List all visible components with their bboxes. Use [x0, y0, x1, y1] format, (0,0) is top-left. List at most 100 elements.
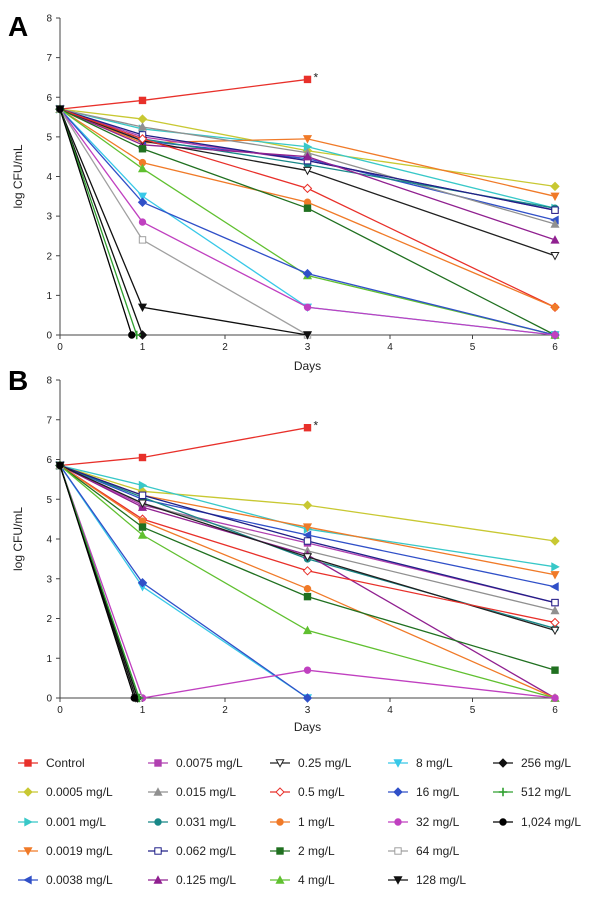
data-point [302, 268, 313, 279]
legend-item: 1 mg/L [270, 815, 335, 829]
y-tick-label: 4 [46, 172, 52, 183]
legend-item: 0.015 mg/L [148, 785, 236, 799]
data-point [128, 331, 136, 339]
legend-item: 0.125 mg/L [148, 873, 236, 887]
legend-marker [23, 787, 33, 797]
data-point [130, 694, 138, 702]
data-point [303, 198, 312, 206]
x-tick-label: 5 [470, 705, 476, 716]
y-tick-label: 2 [46, 251, 52, 262]
data-point [550, 571, 560, 580]
legend-marker [276, 847, 284, 855]
data-point [550, 235, 560, 244]
data-point [303, 204, 312, 212]
legend-item: 128 mg/L [388, 873, 466, 887]
data-point [138, 517, 147, 525]
series-512-mg-l [55, 104, 141, 340]
data-point [551, 562, 560, 572]
legend-label: 64 mg/L [416, 844, 460, 858]
series-line [59, 464, 556, 699]
data-point [551, 303, 559, 311]
series-line [59, 464, 556, 542]
series-line [59, 464, 556, 699]
legend-item: 0.062 mg/L [148, 844, 236, 858]
data-point [138, 491, 147, 499]
x-tick-label: 3 [305, 705, 311, 716]
legend-label: 0.0038 mg/L [46, 873, 113, 887]
legend-label: 512 mg/L [521, 785, 571, 799]
series-line [59, 108, 556, 257]
legend-item: 64 mg/L [388, 844, 460, 858]
legend-marker [24, 759, 32, 767]
legend-item: 32 mg/L [388, 815, 460, 829]
legend-label: 256 mg/L [521, 756, 571, 770]
data-point [137, 163, 148, 173]
legend-marker [24, 817, 33, 827]
series-line [59, 465, 556, 699]
data-point [137, 578, 148, 588]
y-tick-label: 5 [46, 132, 52, 143]
data-point [302, 183, 313, 194]
legend-label: 0.5 mg/L [298, 785, 345, 799]
legend-marker [275, 787, 285, 797]
x-tick-label: 4 [387, 342, 393, 353]
series-128-mg-l [55, 105, 313, 340]
data-point [550, 192, 560, 202]
legend-label: 1 mg/L [298, 815, 335, 829]
x-tick-label: 0 [57, 342, 63, 353]
data-point [137, 330, 148, 340]
y-axis-title: log CFU/mL [11, 507, 25, 571]
series-line [59, 108, 556, 209]
x-axis-title: Days [294, 720, 321, 734]
legend-label: 128 mg/L [416, 873, 466, 887]
data-point [138, 145, 147, 153]
legend-label: 16 mg/L [416, 785, 460, 799]
data-point [137, 134, 148, 144]
series-line [59, 108, 556, 241]
legend-label: 0.015 mg/L [176, 785, 236, 799]
legend-label: 0.001 mg/L [46, 815, 106, 829]
data-point [302, 566, 313, 576]
data-point [303, 584, 312, 593]
legend-item: 512 mg/L [493, 785, 571, 799]
series-line [59, 108, 556, 336]
series-0-0005-mg-l [55, 460, 560, 546]
legend-marker [275, 875, 285, 884]
data-point [550, 582, 559, 592]
y-tick-label: 0 [46, 331, 52, 342]
series-line [59, 108, 556, 211]
data-point [138, 236, 147, 244]
data-point [303, 424, 312, 432]
legend-label: 0.031 mg/L [176, 815, 236, 829]
legend-item: 16 mg/L [388, 785, 460, 799]
panel-letter: A [8, 11, 28, 42]
data-point [137, 303, 148, 313]
legend-item: 0.001 mg/L [18, 815, 106, 829]
data-point [550, 181, 560, 192]
legend-marker [154, 759, 162, 767]
y-tick-label: 6 [46, 455, 52, 466]
legend-item: 0.0038 mg/L [18, 873, 113, 887]
legend-marker [23, 847, 33, 856]
data-point [302, 331, 313, 340]
legend-marker [393, 876, 403, 885]
x-tick-label: 6 [552, 705, 558, 716]
data-point [138, 523, 147, 531]
legend-marker [154, 847, 162, 855]
x-tick-label: 3 [305, 342, 311, 353]
series-control [56, 424, 312, 470]
legend-label: 8 mg/L [416, 756, 453, 770]
data-point [550, 626, 560, 636]
legend-marker [154, 818, 162, 826]
legend-item: 0.031 mg/L [148, 815, 236, 829]
data-point [550, 536, 560, 546]
data-point [550, 252, 560, 261]
y-tick-label: 7 [46, 53, 52, 64]
legend-item: 1,024 mg/L [493, 815, 581, 829]
data-point [303, 537, 312, 545]
data-point [303, 75, 312, 84]
y-tick-label: 1 [46, 654, 52, 665]
legend-label: 0.0019 mg/L [46, 844, 113, 858]
